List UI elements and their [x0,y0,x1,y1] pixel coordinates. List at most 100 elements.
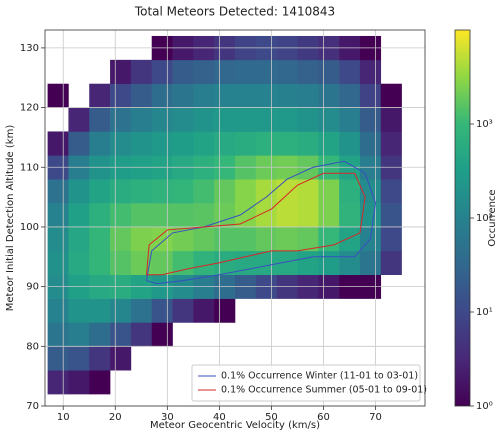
heatmap-cell [47,298,69,323]
y-tick-label: 100 [20,222,39,233]
contour [145,172,366,276]
heatmap-cell [277,322,298,346]
heatmap-cell [130,203,153,228]
heatmap-cell [68,131,90,156]
heatmap-cell [68,250,90,275]
x-axis-label: Meteor Geocentric Velocity (km/s) [150,420,320,431]
heatmap-cell [339,131,361,156]
heatmap-cell [130,107,153,132]
heatmap-cell [193,59,215,85]
heatmap-cell [47,346,69,371]
heatmap-cell [173,346,194,370]
heatmap-cell [256,299,277,323]
heatmap-cell [235,83,257,108]
heatmap-cell [214,83,236,108]
heatmap-cell [255,107,277,132]
heatmap-cell [318,203,340,228]
heatmap-cell [193,83,215,108]
heatmap-cell [276,131,298,156]
x-tick-label: 30 [161,412,174,423]
x-tick-label: 60 [317,412,330,423]
heatmap-cell [151,107,173,132]
heatmap-cell [193,203,215,228]
heatmap-cell [235,179,257,204]
heatmap-cell [359,107,382,132]
heatmap-cell [110,322,132,347]
heatmap-cell [151,298,173,323]
heatmap-cell [255,131,277,156]
heatmap-cell [193,131,215,156]
heatmap-cell [235,299,256,323]
heatmap-cell [276,226,298,252]
heatmap-cell [235,226,257,252]
heatmap-cell [256,322,277,346]
heatmap-cell [110,59,132,85]
heatmap-cell [68,60,89,84]
heatmap-cell [89,107,111,132]
heatmap-cell [130,322,153,347]
heatmap-cell [151,203,173,228]
y-axis-label: Meteor Initial Detection Altitude (km) [5,125,16,312]
heatmap-cell [193,322,214,346]
heatmap-cell [339,59,361,85]
heatmap-cell [381,60,402,84]
y-tick-label: 70 [26,401,39,412]
heatmap-cell [68,322,90,347]
colorbar-tick-label: 10⁰ [476,401,493,412]
heatmap-cell [131,346,152,370]
heatmap-cell [276,179,298,204]
heatmap-cell [380,107,402,132]
heatmap-cell [297,83,319,108]
heatmap-cell [297,131,319,156]
heatmap-cell [89,131,111,156]
heatmap-cell [402,299,423,323]
y-tick-label: 80 [26,341,39,352]
heatmap-cell [89,179,111,204]
x-tick-label: 20 [109,412,122,423]
heatmap-cell [110,107,132,132]
heatmap-cell [339,299,360,323]
heatmap-cell [89,250,111,275]
y-tick-label: 120 [20,103,39,114]
x-tick-label: 50 [265,412,278,423]
heatmap-cell [402,251,423,275]
heatmap-cell [214,179,236,204]
heatmap-cell [193,179,215,204]
heatmap-cell [318,107,340,132]
heatmap-cell [381,299,402,323]
heatmap-cell [214,131,236,156]
heatmap-cell [339,107,361,132]
heatmap-cell [47,226,69,252]
heatmap-cell [381,322,402,346]
heatmap-cell [130,179,153,204]
colorbar-tick-label: 10¹ [476,307,493,318]
heatmap-cell [172,131,194,156]
heatmap-cell [402,322,423,346]
heatmap-cell [173,322,194,346]
heatmap-cell [110,298,132,323]
heatmap [47,35,423,395]
heatmap-cell [172,179,194,204]
chart-title: Total Meteors Detected: 1410843 [134,5,335,19]
heatmap-cell [110,179,132,204]
heatmap-cell [68,203,90,228]
heatmap-cell [193,107,215,132]
heatmap-cell [68,179,90,204]
heatmap-cell [152,370,173,394]
heatmap-cell [172,226,194,252]
heatmap-cell [402,108,423,132]
heatmap-cell [402,227,423,251]
heatmap-cell [172,298,194,323]
x-tick-label: 40 [213,412,226,423]
heatmap-cell [89,203,111,228]
heatmap-cell [402,179,423,203]
heatmap-cell [297,226,319,252]
heatmap-cell [214,322,235,346]
colorbar [454,29,471,407]
heatmap-cell [68,107,90,132]
heatmap-cell [255,83,277,108]
heatmap-cell [68,226,90,252]
legend-box [191,364,421,402]
heatmap-cell [380,250,402,275]
heatmap-cell [318,179,340,204]
